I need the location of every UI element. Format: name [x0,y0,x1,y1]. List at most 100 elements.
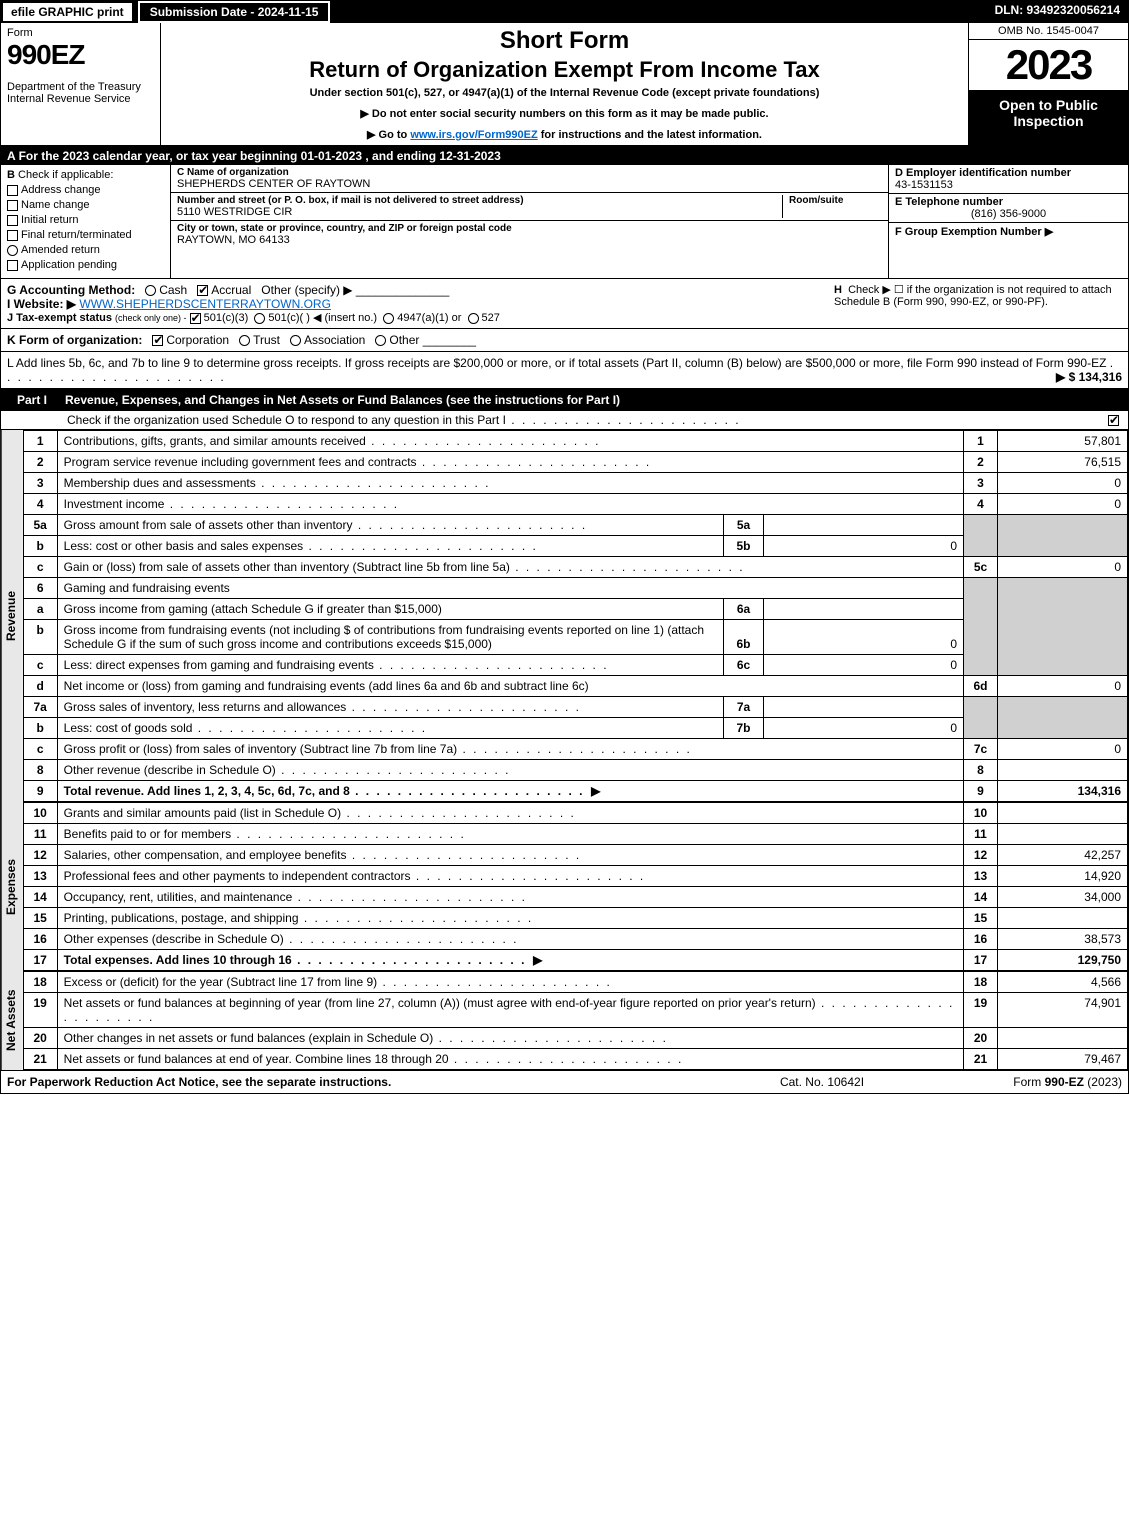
net-assets-block: Net Assets 18Excess or (deficit) for the… [1,971,1128,1070]
j-4947[interactable] [383,313,394,324]
revenue-table: 1Contributions, gifts, grants, and simil… [23,430,1128,802]
part-i-title: Revenue, Expenses, and Changes in Net As… [65,393,620,407]
form-page: efile GRAPHIC print Submission Date - 20… [0,0,1129,1094]
line-9: 9Total revenue. Add lines 1, 2, 3, 4, 5c… [23,781,1127,802]
instr-2: ▶ Go to www.irs.gov/Form990EZ for instru… [169,128,960,141]
chk-address[interactable]: Address change [7,184,164,196]
footer-right: Form 990-EZ (2023) [922,1075,1122,1089]
chk-name[interactable]: Name change [7,199,164,211]
line-14: 14Occupancy, rent, utilities, and mainte… [23,887,1127,908]
part-i-label: Part I [7,391,57,409]
irs-link[interactable]: www.irs.gov/Form990EZ [410,129,537,141]
omb-number: OMB No. 1545-0047 [969,23,1128,40]
phone-row: E Telephone number (816) 356-9000 [889,194,1128,223]
j-label: J Tax-exempt status [7,312,112,324]
line-18: 18Excess or (deficit) for the year (Subt… [23,972,1127,993]
side-expenses: Expenses [1,802,23,971]
line-11: 11Benefits paid to or for members11 [23,824,1127,845]
k-other[interactable] [375,335,386,346]
j-527[interactable] [468,313,479,324]
ein-row: D Employer identification number 43-1531… [889,165,1128,194]
g-cash-radio[interactable] [145,285,156,296]
header-right: OMB No. 1545-0047 2023 Open to Public In… [968,23,1128,145]
revenue-block: Revenue 1Contributions, gifts, grants, a… [1,430,1128,802]
expenses-table: 10Grants and similar amounts paid (list … [23,802,1128,971]
j-501c3[interactable] [190,313,201,324]
k-assoc[interactable] [290,335,301,346]
l-line: L Add lines 5b, 6c, and 7b to line 9 to … [1,352,1128,389]
e-label: E Telephone number [895,196,1122,208]
block-b-left: B Check if applicable: Address change Na… [1,165,171,278]
k-trust[interactable] [239,335,250,346]
j-note: (check only one) - [115,313,187,323]
chk-amended[interactable]: Amended return [7,244,164,256]
l-amount: ▶ $ 134,316 [1056,370,1122,384]
line-6b: bGross income from fundraising events (n… [23,620,1127,655]
form-number: 990EZ [7,39,154,71]
line-2: 2Program service revenue including gover… [23,452,1127,473]
k-corp[interactable] [152,335,163,346]
chk-pending[interactable]: Application pending [7,259,164,271]
line-6a: aGross income from gaming (attach Schedu… [23,599,1127,620]
line-20: 20Other changes in net assets or fund ba… [23,1028,1127,1049]
line-1: 1Contributions, gifts, grants, and simil… [23,431,1127,452]
line-7c: cGross profit or (loss) from sales of in… [23,739,1127,760]
line-6c: cLess: direct expenses from gaming and f… [23,655,1127,676]
i-label: I Website: ▶ [7,297,76,311]
chk-final[interactable]: Final return/terminated [7,229,164,241]
phone: (816) 356-9000 [895,208,1122,220]
block-b: B Check if applicable: Address change Na… [1,165,1128,279]
ghk-block: G Accounting Method: Cash Accrual Other … [1,279,1128,329]
street-row: Number and street (or P. O. box, if mail… [171,193,888,221]
line-12: 12Salaries, other compensation, and empl… [23,845,1127,866]
line-5c: cGain or (loss) from sale of assets othe… [23,557,1127,578]
header-center: Short Form Return of Organization Exempt… [161,23,968,145]
f-label: F Group Exemption Number ▶ [895,225,1122,238]
instr-1: ▶ Do not enter social security numbers o… [169,107,960,120]
section-a-text: For the 2023 calendar year, or tax year … [19,149,501,163]
dln: DLN: 93492320056214 [987,1,1128,23]
form-word: Form [7,27,154,39]
top-bar: efile GRAPHIC print Submission Date - 20… [1,1,1128,23]
form-header: Form 990EZ Department of the Treasury In… [1,23,1128,147]
open-to-public: Open to Public Inspection [969,91,1128,145]
line-17: 17Total expenses. Add lines 10 through 1… [23,950,1127,971]
return-title: Return of Organization Exempt From Incom… [169,57,960,83]
g-line: G Accounting Method: Cash Accrual Other … [7,283,822,297]
submission-date: Submission Date - 2024-11-15 [138,1,331,23]
net-assets-table: 18Excess or (deficit) for the year (Subt… [23,971,1128,1070]
tax-year: 2023 [969,40,1128,91]
subtitle: Under section 501(c), 527, or 4947(a)(1)… [169,87,960,99]
line-13: 13Professional fees and other payments t… [23,866,1127,887]
street-label: Number and street (or P. O. box, if mail… [177,195,782,206]
line-4: 4Investment income40 [23,494,1127,515]
line-3: 3Membership dues and assessments30 [23,473,1127,494]
b-label: B Check if applicable: [7,169,164,181]
block-b-center: C Name of organization SHEPHERDS CENTER … [171,165,888,278]
dept-label: Department of the Treasury Internal Reve… [7,81,154,105]
spacer [330,1,986,23]
schedule-o-check[interactable] [1108,415,1119,426]
j-501c[interactable] [254,313,265,324]
line-8: 8Other revenue (describe in Schedule O)8 [23,760,1127,781]
efile-print-button[interactable]: efile GRAPHIC print [1,1,134,23]
k-line: K Form of organization: Corporation Trus… [1,329,1128,352]
part-i-header: Part I Revenue, Expenses, and Changes in… [1,389,1128,411]
website-link[interactable]: WWW.SHEPHERDSCENTERRAYTOWN.ORG [79,297,331,311]
ein: 43-1531153 [895,179,1122,191]
l-text: L Add lines 5b, 6c, and 7b to line 9 to … [7,356,1106,370]
g-accrual-check[interactable] [197,285,208,296]
line-5a: 5aGross amount from sale of assets other… [23,515,1127,536]
part-i-check: Check if the organization used Schedule … [1,411,1128,430]
line-15: 15Printing, publications, postage, and s… [23,908,1127,929]
ghk-right: H Check ▶ ☐ if the organization is not r… [828,279,1128,328]
line-16: 16Other expenses (describe in Schedule O… [23,929,1127,950]
chk-initial[interactable]: Initial return [7,214,164,226]
line-6: 6Gaming and fundraising events [23,578,1127,599]
g-label: G Accounting Method: [7,283,135,297]
side-net: Net Assets [1,971,23,1070]
line-21: 21Net assets or fund balances at end of … [23,1049,1127,1070]
h-text: H Check ▶ ☐ if the organization is not r… [834,283,1122,308]
ghk-left: G Accounting Method: Cash Accrual Other … [1,279,828,328]
section-a: A For the 2023 calendar year, or tax yea… [1,147,1128,165]
